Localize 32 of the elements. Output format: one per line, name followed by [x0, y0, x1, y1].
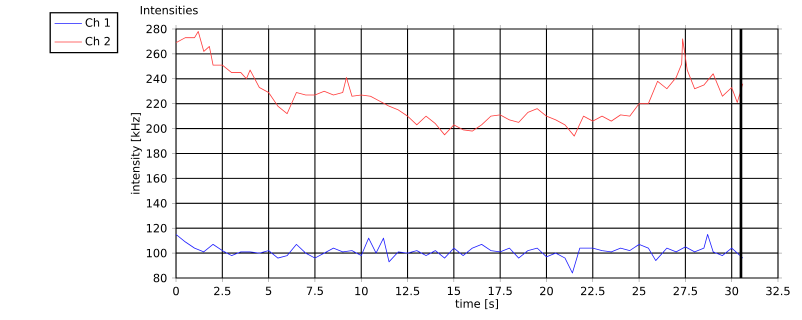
y-tick-label: 240: [146, 74, 167, 84]
x-tick-label: 20: [540, 286, 553, 296]
y-tick-label: 280: [146, 24, 167, 34]
line-series: [176, 234, 744, 274]
y-tick-label: 120: [146, 224, 167, 232]
x-tick-label: 7.5: [306, 286, 323, 296]
y-tick-label: 160: [146, 174, 167, 183]
x-tick-label: 25: [632, 286, 646, 296]
chart-title: Intensities: [140, 6, 198, 14]
x-tick-label: 0: [173, 286, 179, 296]
y-tick-label: 180: [146, 149, 167, 158]
x-tick-label: 15: [448, 286, 460, 296]
x-tick-label: 27.5: [674, 286, 697, 296]
x-tick-label: 30: [725, 286, 738, 296]
x-axis-title: time [s]: [455, 299, 498, 310]
legend-label: Ch 2: [86, 36, 110, 46]
x-tick-label: 10: [355, 286, 368, 296]
x-tick-label: 5: [266, 286, 272, 296]
legend-label: Ch 1: [86, 18, 110, 27]
x-tick-label: 17.5: [488, 286, 512, 296]
y-tick-label: 80: [154, 274, 167, 282]
x-tick-label: 2.5: [214, 286, 230, 296]
y-tick-label: 220: [146, 99, 167, 108]
y-tick-label: 100: [146, 248, 167, 258]
y-axis-title: intensity [kHz]: [130, 113, 142, 194]
x-tick-label: 12.5: [396, 286, 420, 296]
y-tick-label: 200: [146, 124, 167, 133]
x-tick-label: 32.5: [766, 286, 790, 296]
y-tick-label: 260: [146, 50, 167, 58]
y-tick-label: 140: [146, 199, 167, 208]
line-series: [176, 31, 744, 136]
x-tick-label: 22.5: [580, 286, 604, 296]
